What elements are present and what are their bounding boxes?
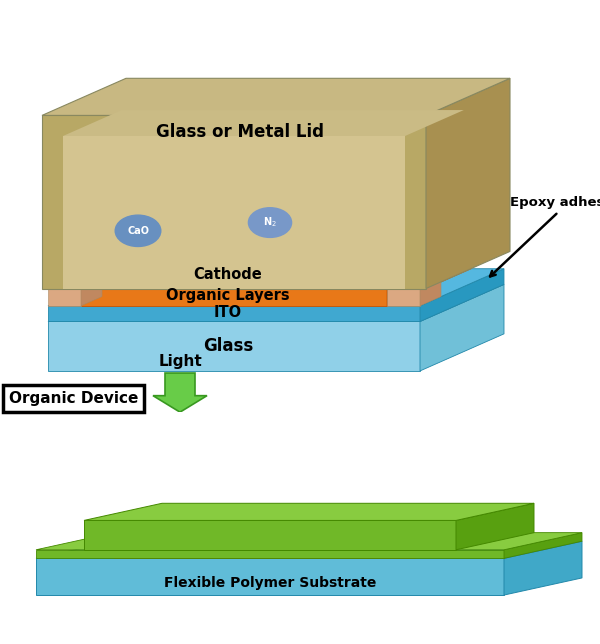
- Polygon shape: [42, 79, 510, 115]
- Text: Glass or Metal Lid: Glass or Metal Lid: [156, 123, 324, 141]
- Polygon shape: [63, 110, 464, 136]
- Text: N$_2$: N$_2$: [263, 216, 277, 229]
- Text: Organic Device: Organic Device: [9, 391, 139, 406]
- Polygon shape: [81, 263, 102, 306]
- Text: ITO: ITO: [214, 305, 242, 319]
- Polygon shape: [387, 251, 471, 306]
- Polygon shape: [48, 263, 102, 273]
- Polygon shape: [504, 541, 582, 595]
- Text: Organic Layers: Organic Layers: [166, 289, 290, 303]
- Polygon shape: [36, 541, 582, 558]
- Polygon shape: [420, 269, 504, 321]
- Polygon shape: [36, 558, 504, 595]
- Polygon shape: [81, 289, 387, 306]
- Text: Epoxy adhesive: Epoxy adhesive: [490, 196, 600, 276]
- Polygon shape: [426, 79, 510, 289]
- Polygon shape: [456, 504, 534, 550]
- Polygon shape: [387, 263, 441, 273]
- Text: Glass: Glass: [203, 337, 253, 355]
- Polygon shape: [48, 306, 420, 321]
- Text: Cathode: Cathode: [194, 267, 262, 281]
- Polygon shape: [81, 235, 471, 272]
- Polygon shape: [84, 504, 534, 520]
- Polygon shape: [48, 321, 420, 371]
- Polygon shape: [48, 269, 504, 306]
- Polygon shape: [81, 251, 471, 289]
- Polygon shape: [81, 272, 387, 289]
- Polygon shape: [36, 533, 582, 550]
- Text: Flexible Polymer Substrate: Flexible Polymer Substrate: [164, 576, 376, 590]
- Polygon shape: [420, 285, 504, 371]
- Polygon shape: [84, 520, 456, 550]
- Polygon shape: [504, 533, 582, 558]
- Text: Barrier Layer: Barrier Layer: [455, 424, 600, 482]
- Polygon shape: [387, 235, 471, 289]
- Polygon shape: [420, 263, 441, 306]
- Polygon shape: [114, 533, 492, 551]
- Polygon shape: [414, 533, 492, 558]
- Polygon shape: [63, 136, 405, 289]
- Polygon shape: [36, 550, 504, 558]
- Polygon shape: [48, 285, 504, 321]
- Text: Light: Light: [158, 354, 202, 369]
- Polygon shape: [387, 273, 420, 306]
- Polygon shape: [48, 273, 81, 306]
- Polygon shape: [114, 551, 414, 558]
- Circle shape: [248, 208, 292, 238]
- Polygon shape: [42, 115, 426, 289]
- Circle shape: [115, 215, 161, 247]
- Text: CaO: CaO: [127, 226, 149, 236]
- FancyArrow shape: [153, 373, 207, 412]
